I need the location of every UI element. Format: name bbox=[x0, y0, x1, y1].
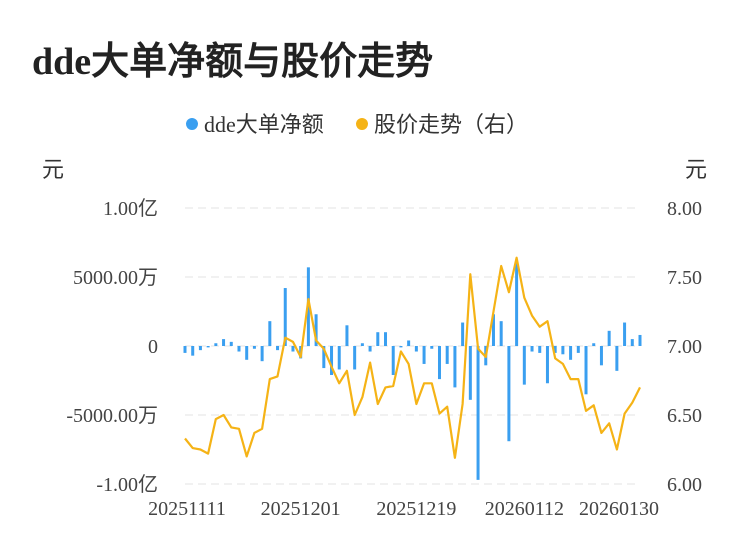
left-axis-ticks: 1.00亿 5000.00万 0 -5000.00万 -1.00亿 bbox=[66, 197, 158, 496]
dde-bar bbox=[445, 346, 449, 364]
dde-bar bbox=[476, 346, 480, 480]
dde-bar bbox=[237, 346, 241, 352]
dde-bar bbox=[561, 346, 565, 355]
left-axis-unit: 元 bbox=[42, 157, 64, 182]
dde-bar bbox=[283, 288, 287, 346]
x-tick-label: 20260130 bbox=[579, 498, 659, 520]
x-tick-label: 20251219 bbox=[376, 498, 456, 520]
dde-bar bbox=[576, 346, 580, 353]
dde-bar bbox=[314, 314, 318, 346]
dde-bar bbox=[569, 346, 573, 360]
right-axis-unit: 元 bbox=[685, 157, 707, 182]
dde-bar bbox=[430, 346, 434, 349]
dde-bar bbox=[461, 322, 465, 346]
dde-bar bbox=[607, 330, 611, 346]
page-title: dde大单净额与股价走势 bbox=[32, 41, 434, 83]
dde-bar bbox=[399, 346, 403, 348]
dde-bar bbox=[453, 346, 457, 388]
right-tick-label: 7.00 bbox=[667, 336, 702, 358]
left-tick-label: 1.00亿 bbox=[103, 197, 158, 220]
dde-bar bbox=[353, 346, 357, 370]
gridlines bbox=[185, 207, 640, 485]
dde-bar bbox=[376, 332, 380, 346]
dde-bar bbox=[499, 321, 503, 346]
dde-bar bbox=[468, 346, 472, 400]
dde-bar bbox=[599, 346, 603, 366]
dde-bar bbox=[252, 346, 256, 349]
price-line-group bbox=[184, 256, 641, 459]
x-tick-label: 20260112 bbox=[485, 498, 564, 520]
left-tick-label: -1.00亿 bbox=[96, 473, 158, 496]
right-tick-label: 8.00 bbox=[667, 198, 702, 220]
dde-bar bbox=[291, 346, 295, 352]
dde-bar bbox=[229, 341, 233, 346]
dde-bar bbox=[507, 346, 511, 442]
dde-bar bbox=[222, 339, 226, 346]
dde-bar bbox=[191, 346, 195, 356]
left-tick-label: 5000.00万 bbox=[73, 267, 158, 289]
dde-bar bbox=[322, 346, 326, 369]
x-tick-label: 20251201 bbox=[261, 498, 341, 520]
dde-bar bbox=[530, 346, 534, 352]
dde-bar bbox=[623, 322, 627, 346]
right-tick-label: 7.50 bbox=[667, 267, 702, 289]
legend-label-price: 股价走势（右） bbox=[374, 112, 528, 137]
legend-marker-price bbox=[356, 118, 368, 130]
dde-bar bbox=[638, 334, 642, 346]
dde-bar bbox=[214, 343, 218, 346]
dde-bar bbox=[491, 314, 495, 346]
dde-bar bbox=[198, 346, 202, 351]
legend: dde大单净额 股价走势（右） bbox=[186, 112, 528, 137]
left-tick-label: 0 bbox=[148, 336, 158, 358]
dde-bar bbox=[407, 340, 411, 346]
dde-bar bbox=[391, 346, 395, 375]
dde-bar bbox=[592, 343, 596, 346]
dde-bar bbox=[414, 346, 418, 352]
right-axis-ticks: 8.00 7.50 7.00 6.50 6.00 bbox=[667, 198, 702, 496]
dde-bar bbox=[545, 346, 549, 384]
x-axis-ticks: 20251111 20251201 20251219 20260112 20260130 bbox=[148, 498, 659, 520]
price-line bbox=[184, 256, 641, 459]
dde-bar bbox=[276, 346, 280, 351]
legend-label-dde: dde大单净额 bbox=[204, 112, 324, 137]
right-tick-label: 6.50 bbox=[667, 405, 702, 427]
dde-bar bbox=[437, 346, 441, 380]
dde-bar bbox=[206, 346, 210, 348]
legend-marker-dde bbox=[186, 118, 198, 130]
dde-bar bbox=[384, 332, 388, 346]
dde-bar bbox=[538, 346, 542, 353]
dde-bar bbox=[268, 321, 272, 346]
dde-bar bbox=[615, 346, 619, 371]
dde-bar bbox=[422, 346, 426, 364]
dde-bar bbox=[345, 325, 349, 346]
dde-bar bbox=[360, 343, 364, 346]
left-tick-label: -5000.00万 bbox=[66, 405, 158, 427]
dde-bar bbox=[368, 346, 372, 352]
dde-bar bbox=[330, 346, 334, 375]
dde-bar bbox=[522, 346, 526, 385]
dde-bars bbox=[183, 263, 642, 480]
dde-bar bbox=[584, 346, 588, 395]
dde-bar bbox=[630, 339, 634, 346]
x-tick-label: 20251111 bbox=[148, 498, 226, 520]
dde-bar bbox=[553, 346, 557, 353]
dde-bar bbox=[337, 346, 341, 370]
dde-bar bbox=[515, 263, 519, 346]
dde-bar bbox=[245, 346, 249, 360]
dde-bar bbox=[260, 346, 264, 362]
right-tick-label: 6.00 bbox=[667, 474, 702, 496]
dde-bar bbox=[183, 346, 187, 353]
